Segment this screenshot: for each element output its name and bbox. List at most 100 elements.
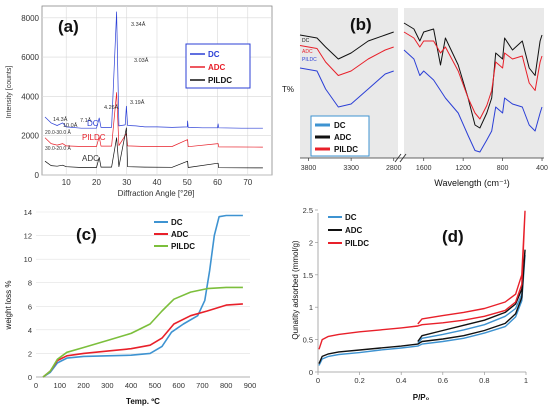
panel-c-xlabel: Temp. ºC <box>126 397 160 406</box>
xtick-c: 900 <box>244 381 257 390</box>
panel-a-xlabel: Diffraction Angle [°2θ] <box>118 189 195 198</box>
legend-d-label-pildc: PILDC <box>345 239 369 248</box>
ytick-a: 8000 <box>21 14 39 23</box>
panel-c-grid <box>36 211 250 354</box>
panel-d-ylabel: Qunatity adsorbed (mmol/g) <box>291 240 300 339</box>
ytick-d: 1.5 <box>303 271 313 280</box>
panel-b-xlabel: Wavelength (cm⁻¹) <box>434 178 509 188</box>
peak-annotation-71: 7.1Å <box>80 117 92 124</box>
peak-annotation-334: 3.34Å <box>131 21 146 28</box>
xtick-a: 20 <box>92 178 101 187</box>
series-b-left-adc <box>299 45 394 76</box>
panel-d-xticks: 0 0.2 0.4 0.6 0.8 1 <box>316 372 528 385</box>
xtick-d: 0.8 <box>479 376 489 385</box>
panel-b-right-area <box>404 8 544 158</box>
ytick-c: 6 <box>28 302 32 311</box>
series-c-pildc <box>42 286 243 378</box>
panel-a: 0 2000 4000 6000 8000 10 20 30 40 50 60 70 (a) Dif… <box>6 5 273 198</box>
ytick-c: 2 <box>28 349 32 358</box>
legend-c-label-adc: ADC <box>171 230 189 239</box>
xtick-b-left: 3800 <box>301 165 317 172</box>
xtick-c: 100 <box>54 381 67 390</box>
panel-c-ylabel: weight loss % <box>4 281 13 331</box>
series-c-dc <box>42 214 243 378</box>
panel-b-label: (b) <box>350 15 372 34</box>
legend-label-dc: DC <box>208 50 220 59</box>
series-a-adc <box>44 127 263 169</box>
xtick-c: 600 <box>172 381 185 390</box>
legend-d-label-dc: DC <box>345 213 357 222</box>
peak-annotation-143: 14.3Å <box>53 116 68 123</box>
ytick-c: 4 <box>28 326 32 335</box>
panel-b-legend: DC ADC PILDC <box>310 115 370 157</box>
panel-a-xticks: 10 20 30 40 50 60 70 <box>62 178 253 187</box>
axis-break-2 <box>399 153 407 163</box>
panel-c-legend: DC ADC PILDC <box>154 218 195 251</box>
panel-d-lines <box>318 210 526 366</box>
legend-c-label-dc: DC <box>171 218 183 227</box>
series-label-adc: ADC <box>82 154 99 163</box>
panel-b-series-label-dc: DC <box>302 38 310 44</box>
xtick-c: 700 <box>196 381 209 390</box>
series-d-dc <box>318 254 526 366</box>
ytick-a: 0 <box>35 171 40 180</box>
xtick-b-right: 800 <box>497 165 509 172</box>
xtick-c: 400 <box>125 381 138 390</box>
ytick-c: 14 <box>24 208 32 217</box>
xtick-a: 70 <box>243 178 252 187</box>
series-b-right-adc <box>403 31 543 120</box>
axis-break-1 <box>394 153 402 163</box>
ytick-c: 10 <box>24 255 32 264</box>
panel-d-yticks: 0 0.5 1 1.5 2 2.5 <box>303 206 318 377</box>
peak-annotation-20-30: 20.0-30.0 Å <box>45 129 72 136</box>
panel-a-label: (a) <box>58 17 79 36</box>
series-c-adc <box>42 303 243 378</box>
ytick-d: 0 <box>309 368 313 377</box>
xtick-d: 0.6 <box>438 376 448 385</box>
xtick-b-right: 400 <box>536 165 548 172</box>
legend-b-label-dc: DC <box>334 121 346 130</box>
panel-a-lines <box>44 11 263 169</box>
legend-label-pildc: PILDC <box>208 76 232 85</box>
panel-c-lines <box>42 214 243 378</box>
xtick-a: 10 <box>62 178 71 187</box>
ytick-d: 2 <box>309 238 313 247</box>
xtick-d: 0.4 <box>396 376 406 385</box>
legend-b-label-pildc: PILDC <box>334 145 358 154</box>
ytick-c: 12 <box>24 232 32 241</box>
panel-b-series-label-adc: ADC <box>302 49 313 55</box>
series-label-pildc: PILDC <box>82 133 106 142</box>
panel-d-legend: DC ADC PILDC <box>328 213 369 248</box>
xtick-d: 0.2 <box>354 376 364 385</box>
legend-label-adc: ADC <box>208 63 226 72</box>
ytick-a: 6000 <box>21 53 39 62</box>
panel-a-ylabel: Intensity [counts] <box>6 66 13 119</box>
peak-annotation-426: 4.26Å <box>104 104 119 111</box>
panel-a-yticks: 0 2000 4000 6000 8000 <box>21 14 39 180</box>
panel-b-xticks: 3800 3300 2800 1600 1200 800 400 <box>301 158 548 172</box>
series-b-right-pildc <box>403 49 543 153</box>
xtick-c: 200 <box>77 381 90 390</box>
panel-b-lines <box>299 22 543 153</box>
ytick-d: 0.5 <box>303 336 313 345</box>
peak-annotation-100: 10.0Å <box>63 122 78 129</box>
xtick-a: 50 <box>183 178 192 187</box>
ytick-c: 0 <box>28 373 32 382</box>
series-a-dc <box>44 11 263 129</box>
panel-c-xticks: 0 100 200 300 400 500 600 700 800 900 <box>34 381 256 390</box>
panel-c-yticks: 0 2 4 6 8 10 12 14 <box>24 208 32 382</box>
xtick-d: 1 <box>524 376 528 385</box>
series-d-adc <box>318 249 526 364</box>
ytick-a: 4000 <box>21 92 39 101</box>
panel-d-label: (d) <box>442 227 464 246</box>
panel-b: 3800 3300 2800 1600 1200 800 400 (b) T% Wavele… <box>282 8 548 188</box>
panel-c: 0 2 4 6 8 10 12 14 0 100 200 300 400 500 600 700 800 900… <box>4 208 256 406</box>
xtick-c: 300 <box>101 381 114 390</box>
panel-b-ylabel: T% <box>282 85 294 94</box>
series-label-dc: DC <box>87 119 99 128</box>
peak-annotation-303: 3.03Å <box>134 57 149 64</box>
xtick-c: 800 <box>220 381 233 390</box>
ytick-a: 2000 <box>21 132 39 141</box>
xtick-d: 0 <box>316 376 320 385</box>
